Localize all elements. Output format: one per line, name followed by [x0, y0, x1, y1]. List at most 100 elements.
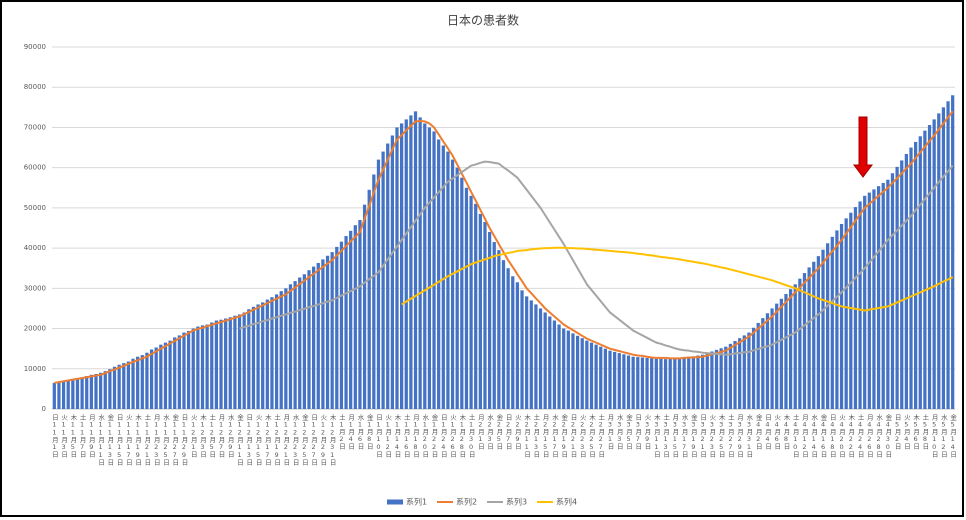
lines: [54, 110, 954, 384]
x-tick-label: 金11月27日: [171, 413, 179, 467]
bar: [210, 322, 214, 409]
x-tick-label: 水3月3日: [615, 413, 623, 451]
y-tick-label: 30000: [24, 284, 46, 292]
bar: [738, 338, 742, 409]
bar: [409, 115, 413, 409]
x-tick-label: 水5月12日: [939, 413, 947, 459]
x-tick-label: 月11月9日: [87, 414, 95, 459]
bar: [307, 270, 311, 409]
bar: [265, 299, 269, 409]
bar: [608, 350, 612, 409]
bar: [108, 369, 112, 409]
bar: [788, 289, 793, 409]
bar: [534, 304, 538, 409]
bar: [80, 377, 84, 409]
x-tick-label: 金2月19日: [560, 413, 568, 459]
bar: [214, 320, 219, 409]
series-line: [54, 110, 954, 384]
x-tick-label: 金11月13日: [106, 413, 114, 467]
x-tick-label: 日12月27日: [310, 414, 318, 467]
x-tick-label: 日11月15日: [115, 414, 123, 467]
x-tick-label: 木3月11日: [652, 413, 660, 459]
bar: [312, 266, 316, 409]
legend-swatch: [387, 499, 403, 505]
x-tick-label: 金5月14日: [949, 413, 957, 459]
chart-title: 日本の患者数: [447, 13, 519, 28]
bar: [714, 349, 719, 409]
y-tick-label: 90000: [24, 43, 46, 51]
bar: [802, 273, 807, 409]
series-line: [401, 246, 954, 312]
series-line: [239, 160, 954, 356]
bar: [182, 332, 186, 409]
bar: [316, 262, 320, 409]
x-tick-label: 月4月26日: [865, 414, 873, 459]
x-tick-label: 月12月7日: [217, 414, 225, 459]
bar: [733, 341, 737, 409]
x-tick-label: 火2月23日: [578, 414, 586, 459]
bar: [575, 335, 580, 409]
bar: [691, 356, 695, 409]
x-tick-label: 土11月21日: [143, 413, 151, 467]
bar: [140, 355, 144, 409]
x-tick-label: 月2月1日: [476, 414, 484, 451]
bar: [450, 159, 455, 409]
y-tick-label: 60000: [24, 164, 46, 172]
bar: [779, 298, 783, 409]
bar: [506, 268, 510, 409]
bar: [298, 277, 302, 409]
bar: [358, 219, 362, 409]
bar: [154, 347, 158, 409]
bar: [474, 203, 478, 409]
bar: [858, 201, 862, 409]
bar: [247, 309, 251, 409]
bar: [552, 320, 557, 409]
y-tick-label: 70000: [24, 123, 46, 131]
bar: [390, 135, 394, 409]
bar: [659, 358, 663, 409]
bar: [126, 361, 131, 409]
x-tick-label: 土3月13日: [662, 413, 670, 459]
bar: [705, 353, 709, 409]
x-tick-label: 木1月28日: [458, 413, 466, 459]
x-tick-label: 日2月7日: [504, 414, 512, 451]
x-tick-label: 火5月4日: [902, 414, 910, 451]
bar: [622, 354, 626, 409]
bar: [719, 348, 723, 409]
bar: [455, 167, 459, 409]
bar: [325, 255, 330, 409]
bar: [75, 378, 80, 409]
x-labels: 日11月1日 火11月3日 木11月5日 土11月7日 月11月9日 水11月11日 金11…: [50, 413, 957, 467]
x-tick-label: 月12月21日: [282, 414, 290, 467]
x-tick-label: 金3月19日: [689, 413, 697, 459]
x-tick-label: 土1月16日: [402, 413, 410, 459]
bar: [270, 297, 274, 409]
bar: [784, 293, 788, 409]
bar: [932, 119, 936, 410]
bar: [103, 371, 107, 409]
x-tick-label: 水2月3日: [486, 413, 494, 451]
y-tick-label: 80000: [24, 83, 46, 91]
bar: [149, 349, 154, 409]
bar: [895, 166, 899, 409]
x-tick-label: 土5月8日: [921, 413, 929, 451]
x-tick-label: 木12月17日: [263, 413, 271, 467]
x-tick-label: 日3月21日: [699, 414, 707, 459]
bar: [362, 204, 367, 409]
bar: [571, 333, 575, 409]
bar: [562, 328, 566, 409]
bar: [196, 326, 200, 409]
bar: [66, 380, 70, 409]
bar: [751, 327, 756, 409]
x-tick-label: 木12月3日: [199, 413, 207, 459]
x-tick-label: 金1月8日: [365, 413, 373, 451]
bar: [640, 357, 645, 409]
x-tick-label: 日4月4日: [763, 414, 771, 451]
x-tick-label: 水1月20日: [421, 413, 429, 459]
x-tick-label: 木5月6日: [912, 413, 920, 451]
x-tick-label: 水4月28日: [875, 413, 883, 459]
x-tick-label: 土4月24日: [856, 413, 864, 459]
x-tick-label: 日1月24日: [439, 414, 447, 459]
bar: [603, 348, 607, 409]
x-tick-label: 水2月17日: [550, 413, 558, 459]
